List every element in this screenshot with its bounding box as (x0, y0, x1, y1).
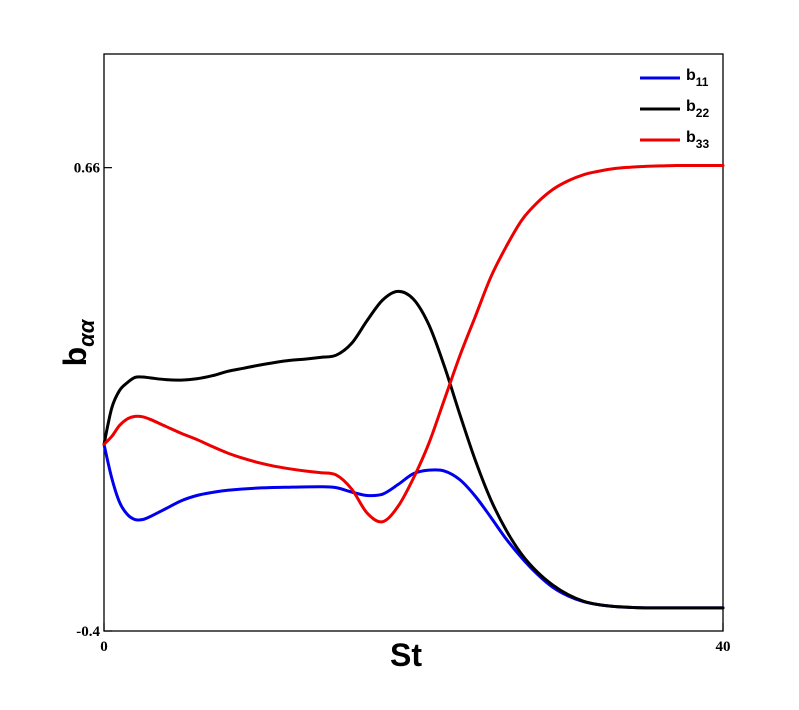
y-tick-label: -0.4 (76, 624, 100, 640)
legend-label-b22: b22 (686, 98, 709, 120)
x-tick-label: 40 (716, 639, 731, 655)
x-axis-label: St (390, 637, 422, 673)
y-axis-label: bαα (57, 318, 99, 366)
y-axis-label-main: b (57, 347, 93, 367)
legend-label-b33: b33 (686, 129, 709, 151)
series-line-b11 (102, 442, 725, 610)
legend: b11 b22 b33 (640, 67, 709, 151)
series-layer (102, 163, 725, 610)
x-tick-label: 0 (100, 639, 108, 655)
plot-frame (103, 53, 724, 632)
ticks-layer: 0.66 -0.40 40 (74, 161, 731, 655)
legend-label-b11: b11 (686, 67, 709, 89)
series-line-b22 (102, 289, 725, 610)
series-line-b33 (102, 163, 725, 524)
y-axis-label-sub: αα (74, 318, 99, 347)
y-tick-label: 0.66 (74, 161, 101, 177)
